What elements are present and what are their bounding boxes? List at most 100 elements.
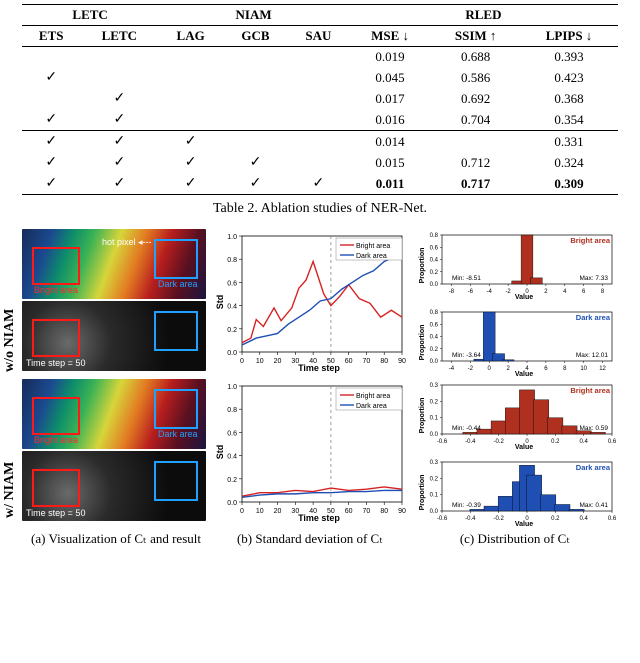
metric-cell: 0.331: [520, 131, 618, 153]
h-lpips: LPIPS ↓: [520, 26, 618, 47]
svg-text:0.6: 0.6: [227, 430, 237, 437]
svg-text:-4: -4: [449, 366, 455, 372]
blue-box-icon: [154, 389, 198, 429]
row-label-top: w/o NIAM: [2, 265, 18, 415]
h-lag: LAG: [158, 26, 223, 47]
svg-text:0.6: 0.6: [430, 245, 439, 251]
svg-text:-6: -6: [468, 289, 474, 295]
metric-cell: 0.692: [431, 88, 520, 109]
grp-niam: NIAM: [158, 5, 349, 26]
label-dark: Dark area: [158, 279, 198, 289]
svg-text:80: 80: [380, 508, 388, 515]
metric-cell: 0.017: [349, 88, 431, 109]
check-cell: [288, 131, 349, 153]
svg-text:-0.4: -0.4: [465, 516, 476, 522]
check-cell: [80, 67, 158, 88]
check-cell: [288, 109, 349, 131]
table-row: ✓✓0.0160.7040.354: [22, 109, 618, 131]
table-body: 0.0190.6880.393✓0.0450.5860.423✓0.0170.6…: [22, 47, 618, 195]
red-box-icon: [32, 247, 80, 285]
vis-top: Bright area Dark area hot pixel ◂--- Tim…: [22, 229, 210, 375]
check-cell: ✓: [80, 88, 158, 109]
svg-text:0.8: 0.8: [227, 407, 237, 414]
svg-text:80: 80: [380, 358, 388, 365]
check-cell: ✓: [288, 173, 349, 195]
svg-text:0: 0: [240, 358, 244, 365]
svg-text:10: 10: [256, 358, 264, 365]
svg-text:-4: -4: [487, 289, 493, 295]
svg-text:Std: Std: [215, 295, 225, 310]
check-cell: [288, 47, 349, 68]
label-dark: Dark area: [158, 429, 198, 439]
svg-text:0.1: 0.1: [430, 416, 439, 422]
svg-text:6: 6: [582, 289, 586, 295]
svg-text:Min: -8.51: Min: -8.51: [452, 275, 481, 282]
std-plot-bot: 01020304050607080900.00.20.40.60.81.0Tim…: [214, 380, 408, 524]
check-cell: ✓: [158, 152, 223, 173]
check-cell: [223, 109, 288, 131]
svg-text:60: 60: [345, 508, 353, 515]
check-cell: [288, 88, 349, 109]
svg-text:0.6: 0.6: [227, 280, 237, 287]
metric-cell: 0.309: [520, 173, 618, 195]
svg-text:Max: 0.41: Max: 0.41: [579, 502, 608, 509]
metric-cell: 0.011: [349, 173, 431, 195]
table-caption: Table 2. Ablation studies of NER-Net.: [22, 195, 618, 227]
h-gcb: GCB: [223, 26, 288, 47]
red-box-icon: [32, 397, 80, 435]
svg-text:0.0: 0.0: [430, 432, 439, 438]
h-ssim: SSIM ↑: [431, 26, 520, 47]
hist-top-bright: -8-6-4-2024680.00.20.40.60.8ProportionVa…: [416, 229, 616, 302]
check-cell: ✓: [22, 152, 80, 173]
check-cell: ✓: [80, 152, 158, 173]
check-cell: [223, 131, 288, 153]
svg-text:Proportion: Proportion: [419, 475, 426, 511]
svg-text:Min: -0.44: Min: -0.44: [452, 425, 481, 432]
hist-pair-top: -8-6-4-2024680.00.20.40.60.8ProportionVa…: [410, 229, 616, 375]
h-mse: MSE ↓: [349, 26, 431, 47]
figure: w/o NIAM w/ NIAM Bright area Dark area h…: [0, 227, 640, 549]
svg-text:Dark area: Dark area: [576, 313, 611, 322]
check-cell: ✓: [22, 67, 80, 88]
table-row: ✓ 0.0170.6920.368: [22, 88, 618, 109]
metric-cell: 0.423: [520, 67, 618, 88]
svg-text:0.2: 0.2: [430, 399, 439, 405]
cap-b: (b) Standard deviation of Cₜ: [210, 529, 410, 547]
check-cell: ✓: [22, 131, 80, 153]
check-cell: [22, 88, 80, 109]
svg-text:-0.6: -0.6: [437, 516, 448, 522]
row-label-bot: w/ NIAM: [2, 415, 18, 565]
label-bright: Bright area: [34, 285, 78, 295]
svg-text:12: 12: [599, 366, 606, 372]
table-row: ✓✓✓✓✓0.0110.7170.309: [22, 173, 618, 195]
svg-text:Bright area: Bright area: [356, 393, 390, 400]
svg-text:0.2: 0.2: [430, 476, 439, 482]
svg-text:Bright area: Bright area: [356, 243, 390, 250]
svg-text:70: 70: [363, 358, 371, 365]
svg-text:70: 70: [363, 508, 371, 515]
svg-text:0.0: 0.0: [227, 500, 237, 507]
svg-text:0.3: 0.3: [430, 383, 439, 389]
check-cell: ✓: [80, 131, 158, 153]
vis-bot-heat: Bright area Dark area: [22, 379, 206, 449]
metric-cell: 0.015: [349, 152, 431, 173]
metric-cell: 0.717: [431, 173, 520, 195]
svg-text:0.0: 0.0: [430, 282, 439, 288]
svg-text:10: 10: [580, 366, 587, 372]
cap-c: (c) Distribution of Cₜ: [410, 529, 620, 547]
svg-text:6: 6: [544, 366, 548, 372]
svg-text:Value: Value: [515, 521, 533, 528]
metric-cell: 0.368: [520, 88, 618, 109]
h-sau: SAU: [288, 26, 349, 47]
table-row: ✓✓✓✓0.0150.7120.324: [22, 152, 618, 173]
check-cell: [80, 47, 158, 68]
metric-cell: 0.014: [349, 131, 431, 153]
metric-cell: 0.324: [520, 152, 618, 173]
svg-text:0.2: 0.2: [551, 516, 560, 522]
check-cell: [158, 109, 223, 131]
metric-cell: 0.688: [431, 47, 520, 68]
metric-cell: 0.045: [349, 67, 431, 88]
svg-text:0.2: 0.2: [430, 270, 439, 276]
metric-cell: 0.016: [349, 109, 431, 131]
h-letc: LETC: [80, 26, 158, 47]
